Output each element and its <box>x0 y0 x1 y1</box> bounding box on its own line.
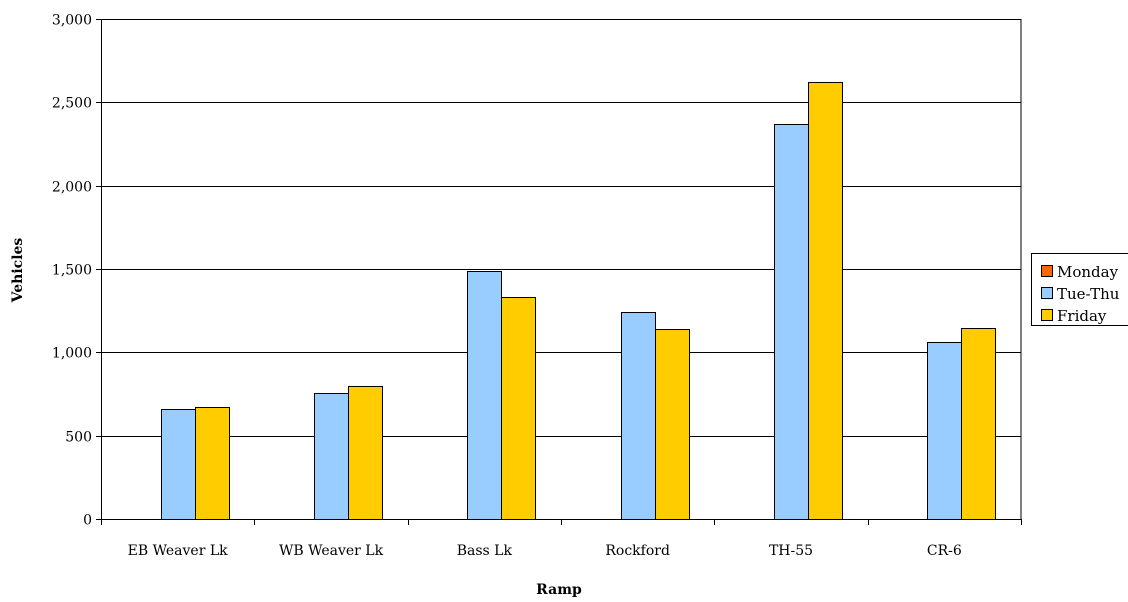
legend-swatch <box>1041 287 1053 299</box>
y-axis-title: Vehicles <box>10 238 26 304</box>
bar-tue-thu <box>467 271 502 520</box>
x-tick-label: EB Weaver Lk <box>128 543 228 559</box>
legend-label: Tue-Thu <box>1057 285 1120 303</box>
bar-tue-thu <box>927 342 962 520</box>
x-tick-label: CR-6 <box>927 543 962 559</box>
y-tick-label: 500 <box>65 430 92 446</box>
x-tick-label: Bass Lk <box>457 543 513 559</box>
y-tick-label: 0 <box>83 513 92 529</box>
x-tick-label: WB Weaver Lk <box>279 543 384 559</box>
y-tick-label: 2,500 <box>52 96 92 112</box>
bar-tue-thu <box>314 393 349 520</box>
bar-friday <box>195 407 230 520</box>
gridlines <box>101 19 1022 519</box>
legend-swatch <box>1041 309 1053 321</box>
y-tick-label: 1,500 <box>52 263 92 279</box>
bar-friday <box>655 329 690 520</box>
axes <box>96 19 1022 525</box>
x-tick-label: Rockford <box>605 543 670 559</box>
bar-friday <box>501 297 536 520</box>
legend-swatch <box>1041 265 1053 277</box>
bar-tue-thu <box>774 124 809 520</box>
bar-friday <box>348 386 383 520</box>
y-tick-label: 1,000 <box>52 346 92 362</box>
legend-label: Monday <box>1057 263 1119 281</box>
y-tick-label: 2,000 <box>52 180 92 196</box>
x-tick-labels: EB Weaver Lk WB Weaver Lk Bass Lk Rockford T… <box>128 543 962 559</box>
bars <box>161 82 996 520</box>
legend: Monday Tue-Thu Friday <box>1031 253 1128 326</box>
bar-tue-thu <box>621 312 656 520</box>
bar-friday <box>808 82 843 520</box>
y-tick-label: 3,000 <box>52 13 92 29</box>
bar-tue-thu <box>161 409 196 520</box>
bar-friday <box>961 328 996 520</box>
x-axis-title: Ramp <box>536 582 582 598</box>
legend-label: Friday <box>1057 307 1107 325</box>
x-tick-label: TH-55 <box>769 543 813 559</box>
y-tick-labels: 0 500 1,000 1,500 2,000 2,500 3,000 <box>52 13 92 529</box>
